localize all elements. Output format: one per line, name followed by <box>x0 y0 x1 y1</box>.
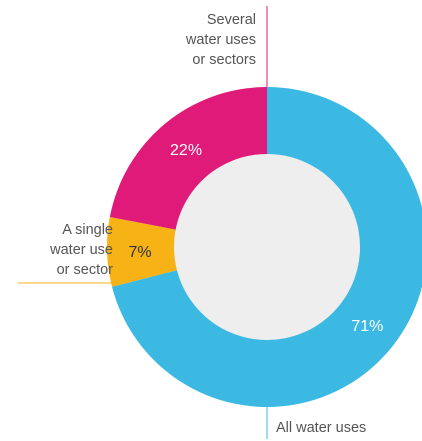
callout-several-water-uses: Several water uses or sectors <box>185 12 256 68</box>
callout-all-water-uses: All water uses <box>276 420 366 436</box>
label-single-water-use: 7% <box>129 244 152 261</box>
donut-center <box>174 154 360 340</box>
label-several-water-uses: 22% <box>170 142 202 159</box>
label-all-water-uses: 71% <box>351 318 383 335</box>
callouts-group: Several water uses or sectors A single water… <box>18 6 366 439</box>
callout-single-water-use: A single water use or sector <box>49 222 113 278</box>
slice-labels-group: 71% 7% 22% <box>129 142 384 335</box>
